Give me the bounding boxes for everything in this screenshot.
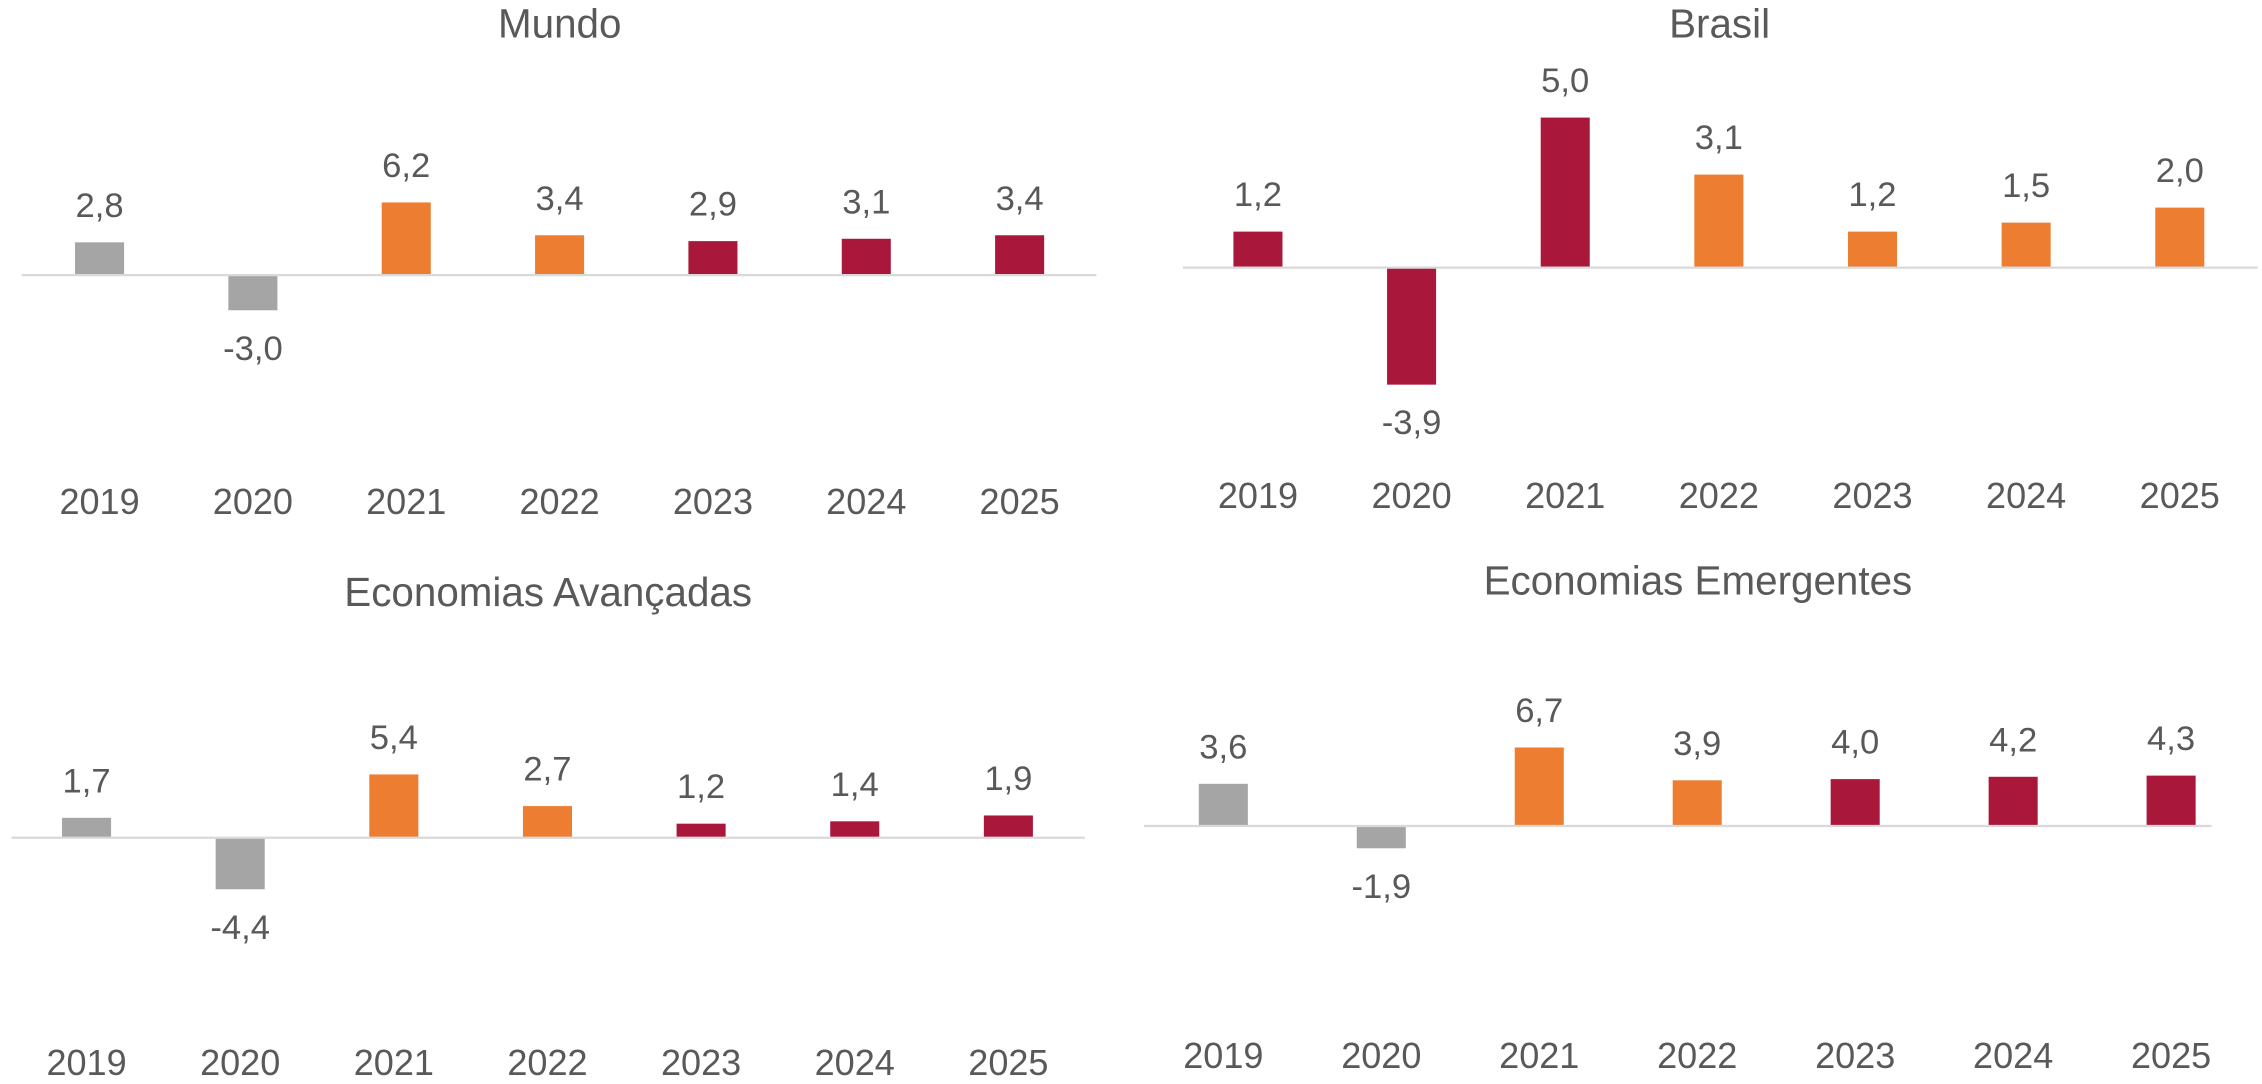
data-label: -4,4 <box>210 909 270 947</box>
data-label: 2,0 <box>2156 152 2204 190</box>
x-tick-label: 2025 <box>968 1042 1048 1083</box>
bar <box>1830 779 1880 827</box>
x-tick-label: 2023 <box>1832 475 1912 516</box>
bar <box>1672 780 1722 827</box>
data-label: 4,0 <box>1831 724 1879 762</box>
data-label: 4,3 <box>2147 720 2195 758</box>
x-tick-label: 2020 <box>200 1042 280 1083</box>
bar <box>1847 231 1898 268</box>
data-label: 1,4 <box>831 766 879 804</box>
data-label: 3,4 <box>536 180 584 218</box>
data-label: -3,0 <box>223 330 283 368</box>
data-label: -1,9 <box>1351 868 1411 906</box>
bar <box>381 202 431 276</box>
x-tick-label: 2019 <box>1218 475 1298 516</box>
x-tick-label: 2021 <box>366 481 446 522</box>
bar <box>995 235 1045 276</box>
chart-title: Economias Emergentes <box>1484 558 1913 604</box>
x-tick-label: 2024 <box>1986 475 2066 516</box>
bar <box>535 235 585 276</box>
x-tick-label: 2023 <box>673 481 753 522</box>
data-label: 2,8 <box>75 187 123 225</box>
data-label: 6,7 <box>1515 692 1563 730</box>
x-tick-label: 2022 <box>519 481 599 522</box>
chart-title: Brasil <box>1669 1 1770 47</box>
x-tick-label: 2019 <box>1183 1035 1263 1076</box>
chart-title: Mundo <box>498 1 621 47</box>
x-tick-label: 2021 <box>1499 1035 1579 1076</box>
bar <box>2001 222 2051 268</box>
x-tick-label: 2021 <box>354 1042 434 1083</box>
bar <box>1988 776 2038 827</box>
data-label: 4,2 <box>1989 721 2037 759</box>
bar <box>676 823 726 838</box>
x-tick-label: 2024 <box>826 481 906 522</box>
data-label: 1,5 <box>2002 167 2050 205</box>
data-label: 3,6 <box>1199 728 1247 766</box>
data-label: 3,9 <box>1673 725 1721 763</box>
bar <box>75 242 125 276</box>
data-label: 3,1 <box>1695 119 1743 157</box>
x-tick-label: 2024 <box>1973 1035 2053 1076</box>
bar <box>1387 267 1437 385</box>
bar <box>1233 231 1283 268</box>
data-label: -3,9 <box>1382 404 1442 442</box>
data-label: 3,4 <box>996 180 1044 218</box>
data-label: 2,9 <box>689 186 737 224</box>
bar <box>369 774 419 838</box>
bar <box>1514 747 1564 827</box>
bar <box>688 241 738 276</box>
bar <box>215 837 265 890</box>
data-label: 1,9 <box>984 760 1032 798</box>
bar <box>983 815 1033 838</box>
x-tick-label: 2025 <box>2131 1035 2211 1076</box>
data-label: 3,1 <box>842 183 890 221</box>
bar <box>830 821 880 838</box>
x-tick-label: 2020 <box>1371 475 1451 516</box>
x-tick-label: 2019 <box>59 481 139 522</box>
x-tick-label: 2025 <box>2140 475 2220 516</box>
x-tick-label: 2023 <box>1815 1035 1895 1076</box>
x-tick-label: 2020 <box>213 481 293 522</box>
bar <box>228 275 278 311</box>
bar <box>62 817 112 838</box>
bar <box>1356 826 1406 849</box>
x-tick-label: 2025 <box>980 481 1060 522</box>
data-label: 6,2 <box>382 147 430 185</box>
x-tick-label: 2022 <box>1657 1035 1737 1076</box>
data-label: 1,2 <box>677 768 725 806</box>
x-tick-label: 2022 <box>507 1042 587 1083</box>
bar <box>522 806 572 838</box>
bar <box>1198 783 1248 827</box>
x-tick-label: 2023 <box>661 1042 741 1083</box>
bar <box>2146 775 2196 827</box>
chart-title: Economias Avançadas <box>344 569 752 615</box>
bar <box>2155 207 2205 268</box>
bar <box>1540 117 1590 268</box>
x-tick-label: 2020 <box>1341 1035 1421 1076</box>
x-tick-label: 2021 <box>1525 475 1605 516</box>
bar <box>1694 174 1744 268</box>
x-tick-label: 2019 <box>46 1042 126 1083</box>
bar <box>841 238 891 276</box>
data-label: 1,2 <box>1848 176 1896 214</box>
data-label: 5,4 <box>370 719 418 757</box>
x-tick-label: 2024 <box>815 1042 895 1083</box>
data-label: 2,7 <box>523 751 571 789</box>
data-label: 1,2 <box>1234 176 1282 214</box>
data-label: 5,0 <box>1541 62 1589 100</box>
data-label: 1,7 <box>62 762 110 800</box>
x-tick-label: 2022 <box>1679 475 1759 516</box>
